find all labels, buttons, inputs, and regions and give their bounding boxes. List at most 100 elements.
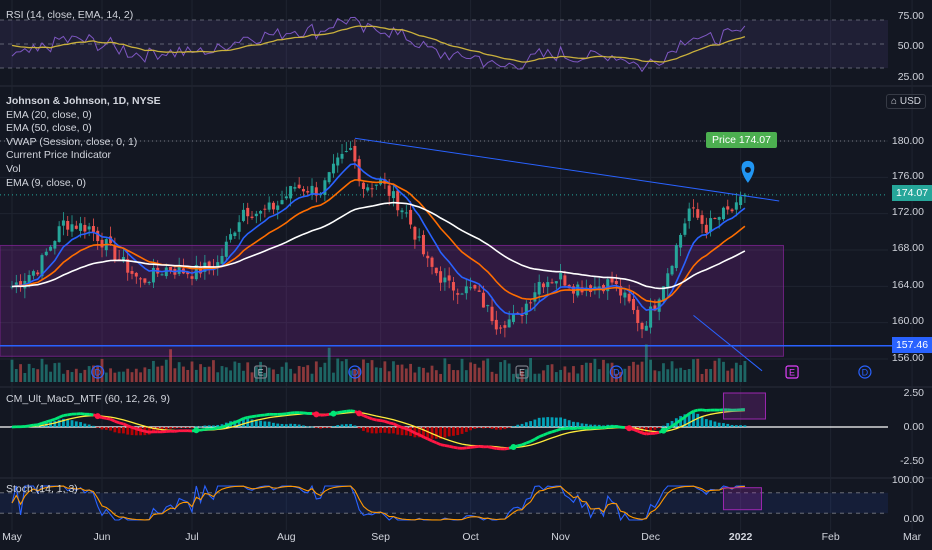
macd-line-segment <box>114 419 120 425</box>
macd-histogram-bar <box>512 426 515 427</box>
price-tick-168: 168.00 <box>891 242 924 254</box>
candle-body <box>259 211 263 214</box>
stoch-d-line <box>11 485 745 521</box>
macd-line-segment <box>358 412 365 417</box>
macd-line-segment <box>440 443 446 447</box>
event-marker-label: D <box>862 368 869 378</box>
x-tick-label: Sep <box>371 531 390 543</box>
volume-bar <box>130 372 134 382</box>
macd-histogram-bar <box>584 423 588 427</box>
candle-body <box>96 230 100 242</box>
candle-body <box>644 325 648 331</box>
macd-histogram-bar <box>83 423 87 427</box>
macd-line-segment <box>54 416 60 421</box>
macd-histogram-bar <box>109 427 112 431</box>
volume-bar <box>280 366 284 382</box>
price-pin-dot <box>744 166 751 173</box>
macd-line-segment <box>551 429 557 434</box>
macd-histogram-bar <box>160 427 164 431</box>
macd-histogram-bar <box>96 427 100 428</box>
candle-body <box>271 202 275 210</box>
candle-body <box>546 282 550 288</box>
indicator-current-price[interactable]: Current Price Indicator <box>6 149 112 162</box>
volume-bar <box>53 363 57 382</box>
candle-body <box>473 285 477 289</box>
candle-body <box>216 262 220 267</box>
volume-bar <box>66 370 70 382</box>
candle-body <box>40 255 44 277</box>
volume-bar <box>644 344 648 382</box>
macd-line-segment <box>667 424 673 430</box>
stoch-title[interactable]: Stoch (14, 1, 3) <box>6 483 78 495</box>
candle-body <box>679 234 683 248</box>
volume-bar <box>229 370 232 382</box>
macd-histogram-bar <box>593 424 597 427</box>
macd-histogram-bar <box>730 424 734 427</box>
candle-body <box>691 207 695 209</box>
macd-line-segment <box>470 445 476 449</box>
volume-bar <box>392 361 395 382</box>
volume-bar <box>430 365 434 382</box>
volume-bar <box>143 367 147 382</box>
candle-body <box>443 277 447 283</box>
macd-histogram-bar <box>422 427 425 439</box>
macd-histogram-bar <box>602 425 605 427</box>
macd-tick-2-5: 2.50 <box>903 387 924 399</box>
x-tick-label: Oct <box>462 531 479 543</box>
currency-button[interactable]: ⌂ USD <box>886 94 926 109</box>
macd-line-segment <box>427 437 433 443</box>
macd-histogram-bar <box>340 424 344 427</box>
price-tag[interactable]: Price 174.07 <box>706 132 777 148</box>
candle-body <box>554 281 558 284</box>
candle-body <box>520 314 524 317</box>
volume-bar <box>70 372 74 382</box>
stoch-highlight-box <box>722 487 762 511</box>
macd-histogram-bar <box>374 427 378 434</box>
macd-line-segment <box>453 445 459 450</box>
candle-body <box>366 187 370 191</box>
indicator-vwap[interactable]: VWAP (Session, close, 0, 1) <box>6 135 138 148</box>
indicator-ema50[interactable]: EMA (50, close, 0) <box>6 122 92 135</box>
symbol-title[interactable]: Johnson & Johnson, 1D, NYSE <box>6 95 161 107</box>
macd-histogram-bar <box>10 427 14 428</box>
event-marker-label: D <box>352 368 359 378</box>
candle-body <box>160 274 164 276</box>
volume-bar <box>563 366 567 382</box>
macd-histogram-bar <box>306 426 310 428</box>
volume-bar <box>362 359 365 382</box>
indicator-ema9[interactable]: EMA (9, close, 0) <box>6 176 86 189</box>
volume-bar <box>62 373 65 382</box>
volume-bar <box>606 363 610 382</box>
macd-histogram-bar <box>74 421 78 427</box>
indicator-ema20[interactable]: EMA (20, close, 0) <box>6 108 92 121</box>
macd-line-segment <box>679 415 686 422</box>
candle-body <box>533 292 537 302</box>
earnings-marker-icon <box>253 365 268 379</box>
macd-line-segment <box>487 445 493 449</box>
rsi-title: RSI (14, close, EMA, 14, 2) <box>6 9 134 21</box>
macd-line-segment <box>603 425 608 430</box>
candle-body <box>709 218 713 232</box>
macd-line-segment <box>401 426 407 431</box>
volume-bar <box>220 366 224 382</box>
macd-histogram-bar <box>182 427 185 428</box>
indicator-vol[interactable]: Vol <box>6 162 21 175</box>
candle-body <box>344 151 348 153</box>
volume-bar <box>662 363 665 382</box>
macd-histogram-bar <box>649 427 653 431</box>
candle-body <box>280 200 284 205</box>
macd-line-segment <box>225 422 232 427</box>
candle-body <box>670 265 674 275</box>
macd-highlight-box <box>722 392 766 420</box>
candle-body <box>36 272 40 275</box>
macd-line-segment <box>45 419 51 424</box>
macd-line-segment <box>547 430 553 435</box>
macd-histogram-bar <box>614 425 618 427</box>
volume-bar <box>422 367 425 382</box>
candle-body <box>486 305 490 307</box>
volume-bar <box>704 368 708 382</box>
candle-body <box>524 303 528 315</box>
macd-title[interactable]: CM_Ult_MacD_MTF (60, 12, 26, 9) <box>6 393 170 405</box>
macd-histogram-bar <box>456 427 460 436</box>
